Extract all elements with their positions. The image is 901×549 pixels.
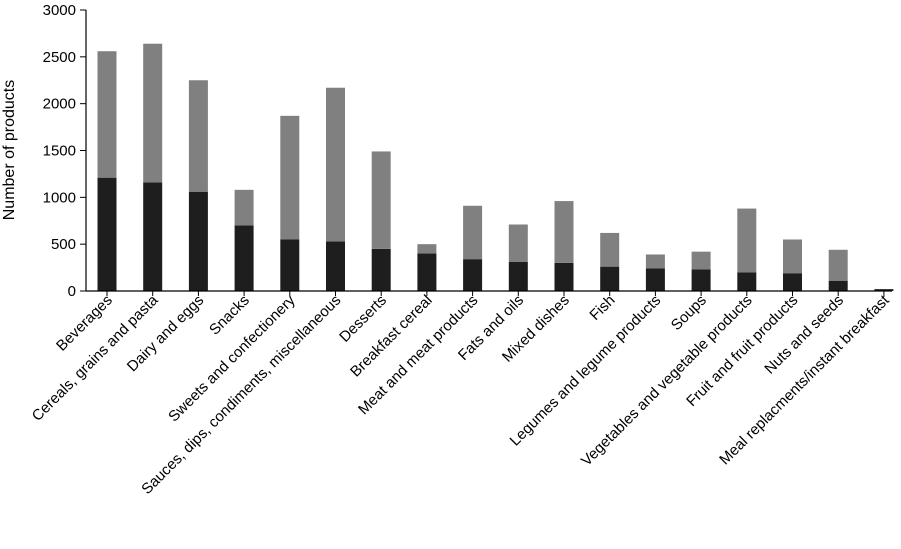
y-tick-label: 3000	[43, 2, 76, 19]
bar-segment-lower	[463, 259, 483, 291]
bar-segment-lower	[737, 272, 757, 291]
bar-segment-upper	[645, 254, 665, 269]
bar-segment-lower	[554, 262, 574, 291]
bar-segment-upper	[371, 151, 391, 249]
bar-segment-lower	[645, 268, 665, 291]
bar-segment-lower	[143, 182, 163, 291]
x-category-label: Soups	[668, 292, 710, 334]
bar-segment-upper	[783, 239, 802, 274]
bars	[97, 43, 894, 291]
y-tick-label: 2500	[43, 49, 76, 66]
bar-segment-lower	[97, 177, 117, 291]
bar-segment-lower	[234, 225, 254, 291]
bar-segment-upper	[143, 43, 163, 183]
bar-segment-upper	[417, 244, 437, 254]
y-axis-title: Number of products	[1, 80, 18, 221]
bar-segment-upper	[508, 224, 528, 262]
bar-segment-lower	[326, 241, 345, 291]
bar-segment-upper	[554, 201, 574, 263]
bar-segment-upper	[691, 251, 711, 270]
bar-segment-upper	[600, 232, 620, 267]
bar-segment-lower	[417, 253, 437, 291]
x-category-label: Meal replacments/instant breakfast	[716, 291, 893, 468]
y-tick-label: 0	[68, 283, 76, 300]
y-tick-label: 1500	[43, 143, 76, 160]
bar-segment-upper	[188, 80, 208, 192]
bar-segment-lower	[188, 191, 208, 291]
bar-segment-lower	[828, 280, 848, 291]
y-tick-label: 500	[51, 236, 76, 253]
x-category-label: Nuts and seeds	[761, 292, 847, 378]
x-category-label: Legumes and legume products	[507, 292, 665, 450]
bar-segment-lower	[508, 261, 528, 291]
bar-segment-upper	[326, 87, 345, 242]
x-category-label: Fish	[586, 292, 618, 324]
bar-segment-upper	[280, 115, 300, 240]
bar-segment-lower	[600, 266, 620, 291]
bar-segment-lower	[371, 248, 391, 291]
bar-segment-upper	[97, 51, 117, 178]
bar-segment-lower	[280, 239, 300, 291]
bar-segment-lower	[874, 289, 894, 291]
x-category-label: Breakfast cereal	[347, 292, 436, 381]
bar-segment-upper	[737, 208, 757, 273]
y-tick-label: 1000	[43, 189, 76, 206]
bar-segment-lower	[691, 269, 711, 291]
y-tick-label: 2000	[43, 96, 76, 113]
bar-segment-lower	[783, 273, 802, 291]
y-axis: 0 500 1000 1500 2000 2500 3000	[43, 2, 87, 300]
bar-segment-upper	[828, 249, 848, 281]
bar-segment-upper	[463, 205, 483, 260]
bar-segment-upper	[234, 189, 254, 226]
